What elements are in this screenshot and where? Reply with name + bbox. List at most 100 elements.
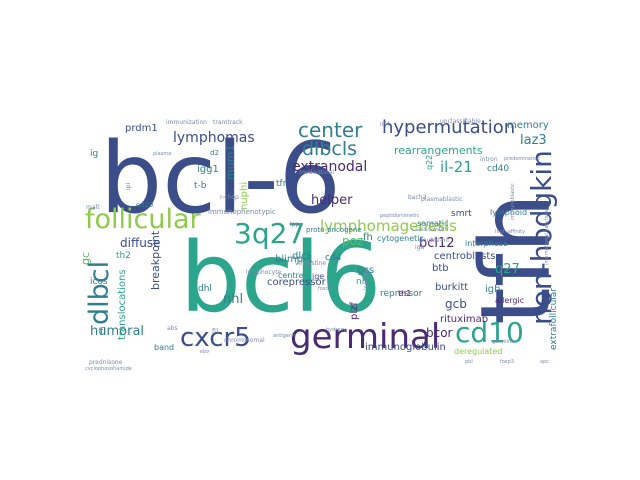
word-ig: ig bbox=[90, 149, 99, 159]
word-isotype: isotype bbox=[363, 268, 370, 290]
word-repressor: repressor bbox=[380, 289, 423, 299]
word-centroblasts: centroblasts bbox=[434, 251, 496, 262]
word-chromosomal: chromosomal bbox=[224, 337, 265, 344]
word-gcb: gcb bbox=[445, 297, 467, 311]
word-immunoglobulin: immunoglobulin bbox=[365, 342, 446, 353]
word-hypermutation: hypermutation bbox=[382, 117, 516, 138]
word-abs: abs bbox=[167, 325, 178, 332]
word-intron: intron bbox=[480, 156, 498, 163]
word-tramtrack: tramtrack bbox=[213, 119, 243, 126]
word-cd20: cd20 bbox=[136, 201, 154, 209]
word-plasma: plasma bbox=[153, 151, 172, 157]
word-humoral: humoral bbox=[90, 324, 145, 339]
word-laz3: laz3 bbox=[520, 133, 547, 148]
word-plasmablastic: plasmablastic bbox=[421, 196, 463, 203]
word-cd10: cd10 bbox=[455, 316, 524, 349]
word-smrt: smrt bbox=[451, 209, 472, 219]
word-lymphocyte: lymphocyte bbox=[246, 269, 282, 276]
word-th1: th1 bbox=[398, 289, 412, 298]
word-dhl: dhl bbox=[198, 284, 212, 294]
word-plzf: plzf bbox=[349, 302, 360, 320]
word-lymphomas: lymphomas bbox=[173, 130, 255, 146]
word-fh: fh bbox=[363, 232, 373, 243]
word-q27: q27 bbox=[495, 262, 520, 277]
word-hydroxy: hydroxy bbox=[326, 327, 347, 333]
word-double-hit: double-hit bbox=[419, 237, 450, 244]
word-class-switch: class-switch bbox=[412, 226, 449, 233]
word-dlcl: dlcl bbox=[292, 251, 310, 262]
word-cxcr5: cxcr5 bbox=[180, 323, 251, 353]
word-ige: ige bbox=[312, 272, 325, 281]
word-lymphoid: lymphoid bbox=[490, 208, 528, 217]
word-centre: centre bbox=[278, 271, 304, 280]
word-ipi: ipi bbox=[125, 182, 132, 190]
word-center: center bbox=[298, 118, 363, 142]
word-immunoblastic: immunoblastic bbox=[510, 183, 516, 220]
word-dlbcl: dlbcl bbox=[84, 260, 115, 325]
word-irf4: irf4 bbox=[380, 121, 391, 128]
word-mediastinal: mediastinal bbox=[299, 169, 334, 176]
word-ebv: ebv bbox=[200, 349, 210, 355]
word-q22: q22 bbox=[425, 154, 434, 170]
word-cd4: cd4 bbox=[325, 253, 342, 263]
word-3q27: 3q27 bbox=[234, 217, 306, 250]
word-fl: fl bbox=[100, 327, 106, 337]
word-mum1: mum1 bbox=[224, 144, 237, 180]
word-rearrangements: rearrangements bbox=[394, 144, 483, 157]
word-germinal: germinal bbox=[290, 317, 441, 357]
word-helper: helper bbox=[311, 193, 353, 208]
word-high-affinity: high-affinity bbox=[495, 229, 526, 235]
word-international-vaccines: international vaccines bbox=[544, 209, 550, 265]
word-immunophenotypic: immunophenotypic bbox=[208, 208, 276, 216]
word-cytogenetic: cytogenetic bbox=[377, 234, 424, 243]
word-gc: gc bbox=[80, 251, 92, 265]
word-lpp: lpp bbox=[290, 221, 300, 228]
word-extrafollicular: extrafollicular bbox=[549, 288, 559, 350]
word-nhls: nhls bbox=[356, 277, 375, 287]
word-peptidomimetic: peptidomimetic bbox=[380, 213, 420, 219]
word-th2: th2 bbox=[116, 251, 131, 261]
word-foxp3: foxp3 bbox=[500, 359, 514, 365]
word-deregulated: deregulated bbox=[454, 347, 503, 356]
word-antigenic: antigenic bbox=[273, 333, 297, 339]
word-igg1: igg1 bbox=[197, 164, 219, 175]
word-gcs: gcs bbox=[357, 265, 375, 276]
word-igh: igh bbox=[485, 284, 501, 295]
word-t-b: t-b bbox=[194, 181, 207, 191]
word-immunization: immunization bbox=[166, 119, 207, 126]
word-rituximab: rituximab bbox=[440, 314, 489, 325]
word-il-21: il-21 bbox=[440, 158, 473, 176]
word-blimp-1: blimp-1 bbox=[275, 254, 313, 265]
word-interphase: interphase bbox=[465, 239, 508, 248]
word-bcl12: bcl12 bbox=[419, 236, 455, 251]
word-predominance: predominance bbox=[504, 156, 540, 162]
word-band: band bbox=[154, 343, 175, 352]
word-lymphomagenesis: lymphomagenesis bbox=[320, 217, 457, 235]
word-allergic: allergic bbox=[495, 296, 525, 305]
word-breakpoint: breakpoint bbox=[149, 230, 162, 290]
word-unclassifiable: unclassifiable bbox=[440, 118, 481, 125]
word-d2: d2 bbox=[210, 149, 219, 157]
word-vincristine: vincristine bbox=[295, 260, 327, 267]
word-cyclophosphamide: cyclophosphamide bbox=[85, 366, 132, 371]
word-cloud: bcl-6 bcl6 tfh germinal follicular cxcr5… bbox=[80, 110, 570, 370]
word-tfr: tfr bbox=[276, 179, 287, 189]
word-nhl: nhl bbox=[223, 292, 244, 307]
word-malt: malt bbox=[86, 204, 100, 211]
word-bach2: bach2 bbox=[408, 194, 427, 201]
word-pbl: pbl bbox=[465, 359, 473, 365]
word-somatic: somatic bbox=[417, 219, 449, 228]
word-memory: memory bbox=[507, 120, 549, 131]
word-cd40: cd40 bbox=[487, 164, 510, 174]
word-btb: btb bbox=[432, 263, 449, 274]
word-burkitt: burkitt bbox=[435, 282, 469, 293]
word-iga: iga bbox=[415, 244, 425, 251]
word-bcl-6: bcl-6 bbox=[100, 122, 342, 236]
word-bcl6: bcl6 bbox=[180, 222, 382, 334]
word-germline: germline bbox=[492, 339, 515, 345]
word-prednisone: prednisone bbox=[89, 359, 123, 366]
word-diffuse: diffuse bbox=[120, 236, 161, 250]
word-r-chop: r-chop bbox=[220, 194, 239, 201]
word-proto-oncogene: proto-oncogene bbox=[306, 226, 362, 234]
word-corepressor: corepressor bbox=[267, 277, 326, 288]
